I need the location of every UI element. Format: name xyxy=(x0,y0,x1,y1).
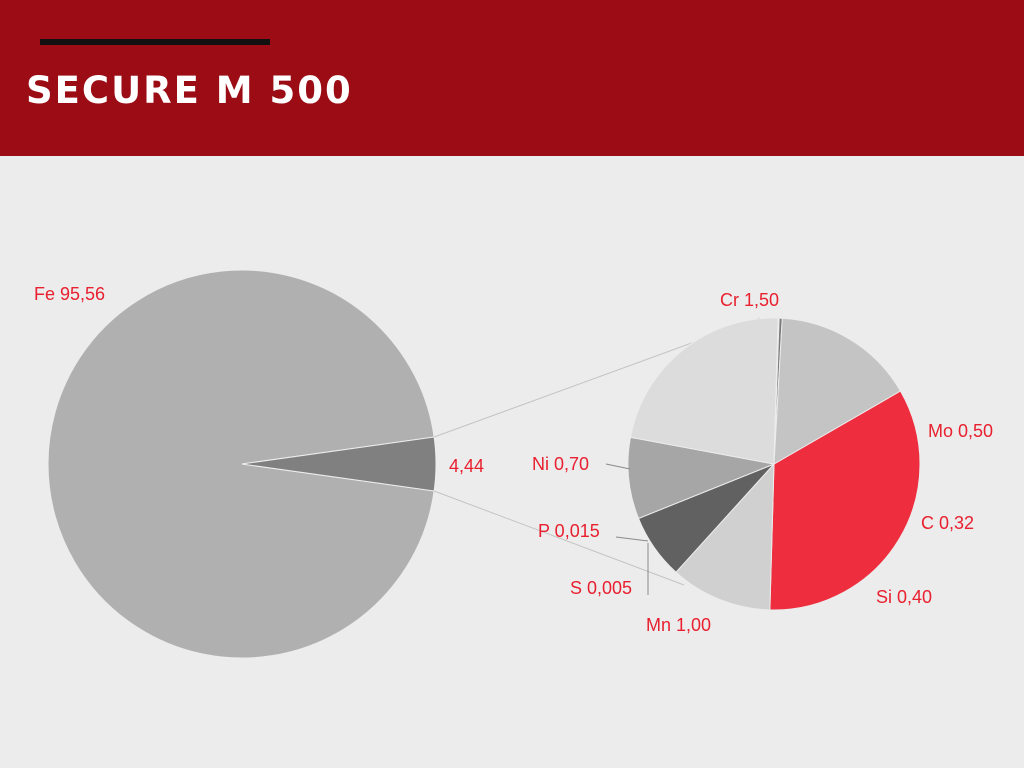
title-accent-rule xyxy=(40,39,270,45)
connector-line-bottom xyxy=(433,490,685,586)
data-label-s: S 0,005 xyxy=(570,578,632,598)
pie-slice-ni xyxy=(773,317,902,465)
data-label-c: C 0,32 xyxy=(921,513,974,533)
data-label-cr: Cr 1,50 xyxy=(720,290,779,310)
data-label-si: Si 0,40 xyxy=(876,587,932,607)
data-label-ni: Ni 0,70 xyxy=(532,454,589,474)
data-label-other: 4,44 xyxy=(449,456,484,476)
pie-slice-cr xyxy=(769,390,921,611)
pie-slice-other xyxy=(241,436,437,492)
leader-line-p xyxy=(615,536,649,542)
pie-slice-mn xyxy=(629,317,779,465)
data-label-p: P 0,015 xyxy=(538,521,600,541)
data-label-fe: Fe 95,56 xyxy=(34,284,105,304)
data-label-mn: Mn 1,00 xyxy=(646,615,711,635)
pie-slice-fe xyxy=(47,269,435,659)
page-title: SECURE M 500 xyxy=(26,69,353,112)
data-label-mo: Mo 0,50 xyxy=(928,421,993,441)
title-banner: SECURE M 500 xyxy=(0,0,1024,156)
leader-line-ni xyxy=(605,463,631,470)
pie-slice-mo xyxy=(675,462,775,611)
